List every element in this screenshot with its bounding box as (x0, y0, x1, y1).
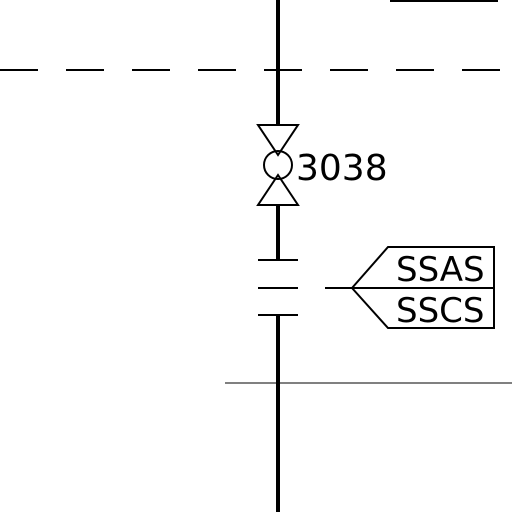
instrument-tag-pointer[interactable] (351, 246, 495, 329)
instrument-tag-upper: SSAS (396, 250, 485, 290)
top-tag-box-partial (390, 0, 498, 2)
spool-break-symbol (258, 259, 298, 316)
instrument-tag-lower: SSCS (396, 291, 485, 331)
gate-valve-symbol[interactable] (256, 124, 300, 206)
valve-tag-label: 3038 (296, 148, 388, 189)
